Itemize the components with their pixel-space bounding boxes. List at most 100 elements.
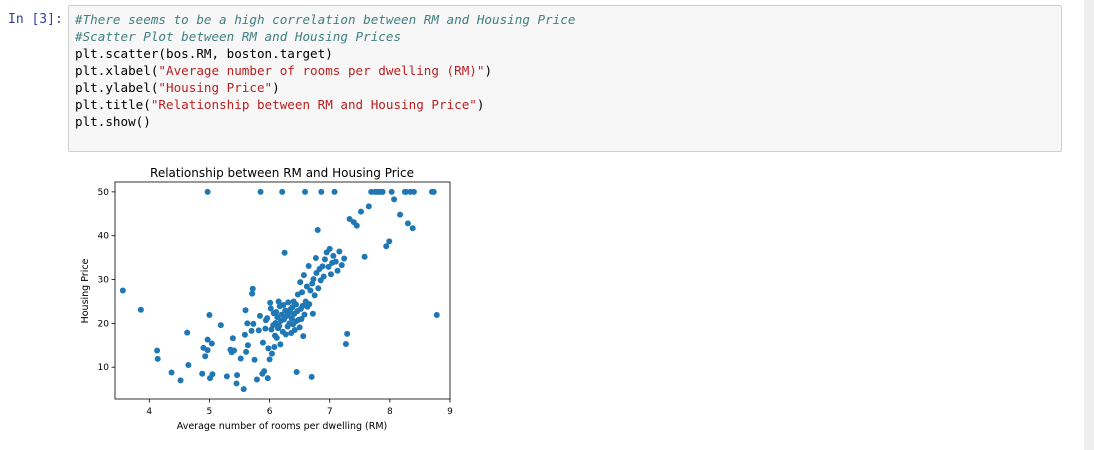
- code-cell-input[interactable]: #There seems to be a high correlation be…: [68, 5, 1062, 152]
- scatter-point: [331, 188, 338, 195]
- scatter-point: [383, 243, 390, 250]
- scatter-point: [293, 301, 300, 308]
- scatter-point: [223, 373, 230, 380]
- scatter-point: [344, 330, 351, 337]
- scatter-point: [229, 335, 236, 342]
- scatter-point: [267, 305, 274, 312]
- scatter-point: [264, 375, 271, 382]
- scatter-point: [276, 323, 283, 330]
- scatter-point: [365, 203, 372, 210]
- scatter-point: [433, 312, 440, 319]
- scatter-point: [409, 225, 416, 232]
- scatter-point: [278, 311, 285, 318]
- scatter-point: [249, 290, 256, 297]
- scatter-point: [326, 245, 333, 252]
- y-axis-label: Housing Price: [80, 258, 91, 323]
- code-line-2: #Scatter Plot between RM and Housing Pri…: [75, 29, 402, 44]
- scatter-point: [265, 345, 272, 352]
- scatter-point: [261, 368, 268, 375]
- scatter-point: [311, 292, 318, 299]
- scatter-point: [303, 283, 310, 290]
- scatter-point: [282, 331, 289, 338]
- scatter-point: [306, 301, 313, 308]
- y-tick-label: 30: [98, 276, 110, 286]
- scatter-point: [430, 188, 437, 195]
- scatter-point: [314, 227, 321, 233]
- scatter-point: [310, 276, 317, 283]
- scatter-point: [410, 188, 417, 195]
- scatter-point: [209, 371, 216, 378]
- input-prompt: In [3]:: [8, 12, 63, 27]
- scatter-point: [233, 380, 240, 387]
- scatter-point: [300, 333, 307, 340]
- scatter-point: [185, 362, 192, 369]
- scatter-point: [341, 255, 348, 262]
- scatter-point: [319, 263, 326, 270]
- scatter-point: [305, 262, 312, 269]
- scatter-point: [273, 334, 280, 341]
- scatter-point: [257, 188, 264, 195]
- scatter-point: [271, 344, 278, 351]
- scatter-points: [119, 188, 440, 393]
- notebook-scrollbar[interactable]: [1084, 0, 1094, 450]
- scatter-point: [307, 287, 314, 294]
- scatter-point: [346, 216, 353, 223]
- scatter-point: [379, 188, 386, 195]
- scatter-point: [255, 327, 262, 334]
- scatter-point: [391, 196, 398, 203]
- scatter-point: [330, 252, 337, 259]
- scatter-point: [298, 315, 305, 322]
- scatter-point: [318, 188, 325, 195]
- scatter-point: [353, 222, 360, 229]
- scatter-point: [202, 353, 209, 360]
- x-tick-label: 6: [267, 407, 273, 417]
- scatter-point: [137, 306, 144, 313]
- scatter-point: [119, 287, 126, 294]
- scatter-point: [285, 299, 292, 306]
- scatter-point: [208, 340, 215, 347]
- cell-output: Relationship between RM and Housing Pric…: [68, 160, 468, 440]
- scatter-point: [275, 298, 282, 305]
- scatter-point: [217, 322, 224, 329]
- scatter-point: [249, 285, 256, 292]
- x-tick-label: 5: [207, 407, 213, 417]
- scatter-point: [315, 285, 322, 292]
- scatter-point: [199, 370, 206, 377]
- x-tick-label: 9: [447, 407, 453, 417]
- scatter-point: [302, 188, 309, 195]
- scatter-point: [168, 369, 175, 376]
- x-tick-label: 7: [327, 407, 333, 417]
- code-editor[interactable]: #There seems to be a high correlation be…: [75, 11, 575, 130]
- scatter-point: [256, 312, 263, 319]
- scatter-point: [267, 299, 274, 306]
- scatter-point: [264, 315, 271, 322]
- y-tick-label: 10: [98, 363, 110, 373]
- scatter-point: [248, 327, 255, 334]
- y-axis-ticks: 10 20 30 40 50: [98, 188, 115, 373]
- scatter-point: [237, 355, 244, 362]
- scatter-point: [308, 373, 315, 380]
- scatter-point: [291, 326, 298, 333]
- x-tick-label: 4: [146, 407, 152, 417]
- scatter-point: [273, 308, 280, 315]
- scatter-point: [342, 340, 349, 347]
- scatter-point: [357, 208, 364, 215]
- scatter-point: [334, 267, 341, 274]
- scatter-point: [309, 310, 316, 317]
- scatter-point: [154, 347, 161, 354]
- scatter-point: [240, 386, 247, 393]
- scatter-point: [253, 376, 260, 383]
- scatter-point: [301, 311, 308, 318]
- scatter-point: [204, 347, 211, 354]
- scatter-point: [268, 350, 275, 357]
- scatter-point: [320, 273, 327, 280]
- scatter-point: [403, 188, 410, 195]
- y-tick-label: 20: [98, 319, 110, 329]
- scatter-point: [242, 307, 249, 314]
- scatter-point: [262, 325, 269, 332]
- x-axis-ticks: 4 5 6 7 8 9: [146, 399, 453, 417]
- y-tick-label: 40: [98, 232, 110, 242]
- scatter-point: [404, 220, 411, 227]
- code-line-6: plt.title("Relationship between RM and H…: [75, 97, 485, 112]
- scatter-point: [312, 255, 319, 262]
